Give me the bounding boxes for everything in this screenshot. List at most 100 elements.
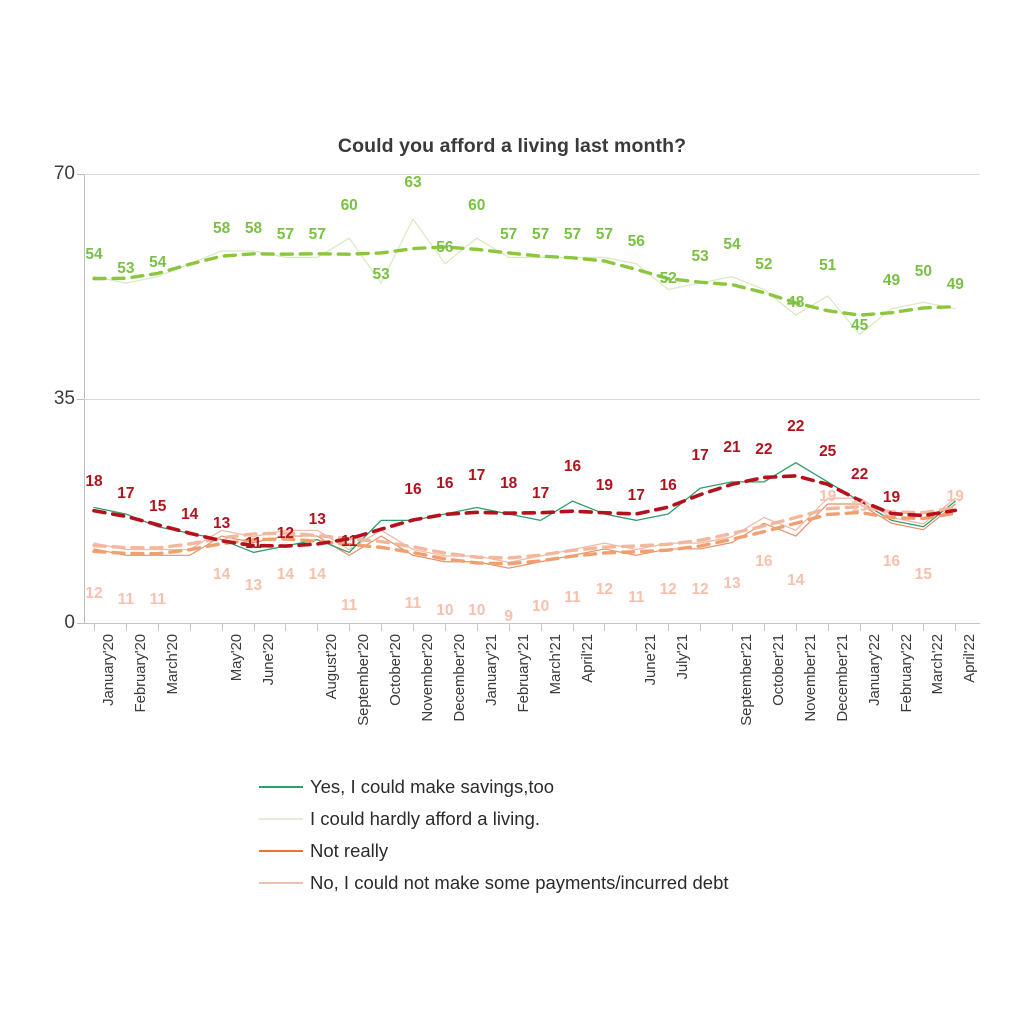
data-point-label: 13 [244,576,263,594]
legend-item[interactable]: Not really [259,835,729,867]
legend-label: No, I could not make some payments/incur… [310,872,729,893]
data-point-label: 12 [659,581,677,599]
data-point-label: 11 [245,535,262,553]
y-tick-mark [77,623,84,624]
chart-legend: Yes, I could make savings,too I could har… [259,771,729,899]
data-point-label: 63 [404,173,422,191]
data-point-label: 17 [117,484,135,502]
data-point-label: 11 [117,591,135,609]
y-tick-mark [77,398,84,400]
data-point-label: 16 [563,458,582,476]
x-tick-mark [381,623,383,631]
data-point-label: 22 [850,466,869,484]
data-point-label: 22 [787,417,805,435]
data-point-label: 54 [85,245,103,263]
data-point-label: 57 [500,226,518,244]
x-tick-mark [604,623,606,631]
x-axis-tick-label: September'21 [738,634,755,726]
x-tick-mark [891,623,893,631]
x-axis-tick-label: March'21 [546,634,564,695]
data-point-label: 18 [500,474,518,492]
data-point-label: 49 [946,275,964,293]
data-point-label: 21 [723,438,741,456]
x-axis-tick-label: February'21 [514,634,532,713]
data-point-label: 10 [468,601,486,619]
data-point-label: 11 [404,595,422,613]
x-tick-mark [763,623,765,631]
data-point-label: 16 [755,553,773,571]
data-point-label: 58 [244,219,263,237]
x-tick-mark [125,623,127,631]
legend-item[interactable]: No, I could not make some payments/incur… [259,867,729,899]
data-point-label: 19 [850,498,869,516]
y-tick-mark [77,174,84,175]
data-point-label: 52 [659,270,677,288]
data-point-label: 16 [882,553,901,571]
data-point-label: 11 [340,597,358,615]
data-point-label: 11 [149,591,166,609]
x-tick-mark [317,623,319,631]
data-point-label: 57 [595,226,614,244]
data-point-label: 60 [340,197,358,215]
series-polyline [92,245,957,317]
data-point-label: 14 [308,566,326,584]
data-point-label: 45 [850,317,869,335]
x-tick-mark [540,623,542,631]
x-axis-tick-label: March'22 [929,634,947,695]
data-point-label: 13 [723,574,741,592]
data-point-label: 17 [468,466,486,484]
data-point-label: 54 [149,253,167,271]
data-point-label: 57 [308,226,326,244]
data-point-label: 54 [723,235,741,253]
data-point-label: 14 [212,566,231,584]
x-tick-mark [413,623,414,631]
data-point-label: 16 [404,481,422,499]
data-point-label: 16 [436,474,454,492]
x-tick-mark [508,623,510,631]
x-tick-mark [923,623,925,631]
chart-title: Could you afford a living last month? [337,135,687,157]
data-point-label: 22 [755,440,773,458]
data-point-label: 17 [627,487,645,505]
x-tick-mark [795,623,797,631]
data-point-label: 14 [276,566,295,584]
legend-item[interactable]: I could hardly afford a living. [259,803,729,835]
data-point-label: 13 [212,514,231,532]
series-polyline [92,474,958,548]
data-point-label: 48 [787,294,805,312]
data-point-label: 11 [340,533,358,551]
data-point-label: 19 [882,489,901,507]
x-tick-mark [827,623,829,631]
data-point-label: 12 [595,581,614,599]
x-tick-mark [859,623,861,631]
x-axis-tick-label: April'22 [961,634,979,683]
x-axis-tick-label: January'21 [482,634,500,706]
data-point-label: 18 [85,472,103,490]
y-axis-tick-label: 0 [64,612,75,633]
data-point-label: 9 [504,608,513,626]
series-polyline [93,461,956,554]
x-axis-tick-label: March'20 [163,634,181,695]
data-point-label: 11 [564,589,581,607]
legend-swatch-line-icon [259,818,303,820]
x-axis-tick-label: April'21 [578,634,596,683]
x-axis-tick-label: November'20 [419,634,436,722]
x-axis-tick-label: September'20 [355,634,373,726]
data-point-label: 12 [691,581,709,599]
data-point-label: 56 [627,232,645,250]
x-tick-mark [476,623,478,631]
data-point-label: 16 [659,476,677,494]
x-axis-tick-label: May'20 [227,634,245,682]
legend-swatch-line-icon [259,850,303,852]
x-axis-tick-label: October'20 [387,634,405,706]
x-tick-mark [572,623,574,631]
gridline [84,398,980,400]
x-axis-tick-label: February'20 [131,634,149,713]
data-point-label: 57 [531,226,550,244]
legend-label: Not really [310,840,389,861]
legend-item[interactable]: Yes, I could make savings,too [259,771,729,803]
x-tick-mark [349,623,351,631]
x-tick-mark [700,623,702,631]
x-tick-mark [189,623,191,631]
